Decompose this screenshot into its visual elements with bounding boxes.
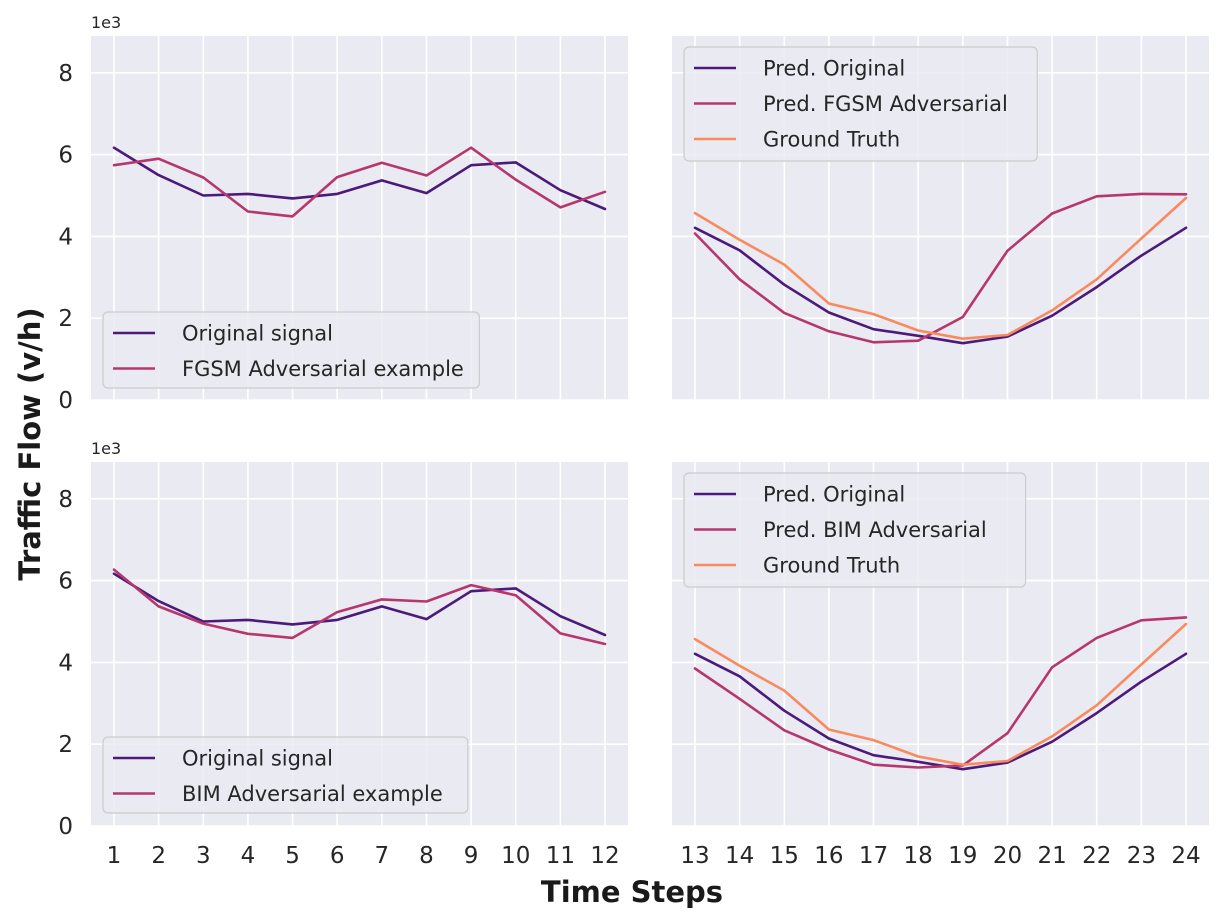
x-tick-label: 9 bbox=[464, 843, 479, 869]
legend-label: Pred. FGSM Adversarial bbox=[763, 92, 1008, 116]
y-tick-label: 2 bbox=[58, 306, 73, 332]
y-tick-label: 6 bbox=[58, 143, 73, 169]
legend-label: Pred. Original bbox=[763, 483, 905, 507]
series-line-adversarial bbox=[693, 192, 1188, 344]
x-tick-label: 16 bbox=[814, 843, 843, 869]
series-line-ground_truth bbox=[693, 622, 1188, 767]
x-tick-label: 19 bbox=[948, 843, 977, 869]
series-line-adversarial bbox=[112, 146, 607, 218]
x-tick-label: 10 bbox=[501, 843, 530, 869]
legend: Original signal FGSM Adversarial example bbox=[102, 311, 480, 389]
legend-label: Ground Truth bbox=[763, 128, 900, 152]
legend-label: Ground Truth bbox=[763, 554, 900, 578]
x-tick-label: 13 bbox=[680, 843, 709, 869]
legend-frame bbox=[102, 736, 469, 814]
y-tick-label: 8 bbox=[58, 61, 73, 87]
legend-frame bbox=[102, 311, 480, 389]
x-tick-label: 24 bbox=[1171, 843, 1200, 869]
y-axis-label: Traffic Flow (v/h) bbox=[13, 307, 47, 580]
legend-label: Original signal bbox=[182, 747, 333, 771]
x-tick-label: 6 bbox=[330, 843, 345, 869]
y-tick-label: 4 bbox=[58, 224, 73, 250]
series-line-original bbox=[112, 572, 607, 637]
legend-frame bbox=[683, 472, 1027, 588]
x-tick-label: 14 bbox=[725, 843, 754, 869]
legend-label: BIM Adversarial example bbox=[182, 782, 443, 806]
legend-label: FGSM Adversarial example bbox=[182, 357, 464, 381]
x-tick-label: 7 bbox=[374, 843, 389, 869]
x-tick-label: 15 bbox=[770, 843, 799, 869]
y-tick-label: 6 bbox=[58, 569, 73, 595]
series-line-original bbox=[693, 226, 1188, 345]
x-tick-label: 12 bbox=[590, 843, 619, 869]
subplot-top-left: 0 2 4 6 8 1e3 Original signal FGSM Adversarial … bbox=[58, 13, 628, 414]
x-tick-label: 8 bbox=[419, 843, 434, 869]
x-tick-label: 17 bbox=[859, 843, 888, 869]
legend-label: Pred. Original bbox=[763, 57, 905, 81]
series-line-ground_truth bbox=[693, 196, 1188, 341]
x-tick-label: 2 bbox=[151, 843, 166, 869]
x-tick-label: 23 bbox=[1127, 843, 1156, 869]
series-line-original bbox=[112, 146, 607, 211]
y-multiplier-label: 1e3 bbox=[91, 13, 121, 32]
y-tick-label: 0 bbox=[58, 388, 73, 414]
legend: Pred. Original Pred. BIM Adversarial Groun… bbox=[683, 472, 1027, 588]
x-tick-label: 4 bbox=[241, 843, 256, 869]
series-line-adversarial bbox=[112, 568, 607, 646]
y-tick-label: 2 bbox=[58, 732, 73, 758]
legend-label: Original signal bbox=[182, 322, 333, 346]
x-tick-label: 18 bbox=[904, 843, 933, 869]
x-tick-label: 1 bbox=[107, 843, 122, 869]
x-tick-label: 5 bbox=[285, 843, 300, 869]
x-tick-label: 20 bbox=[993, 843, 1022, 869]
x-tick-label: 21 bbox=[1037, 843, 1066, 869]
y-multiplier-label: 1e3 bbox=[91, 439, 121, 458]
legend: Original signal BIM Adversarial example bbox=[102, 736, 469, 814]
legend-frame bbox=[683, 46, 1038, 162]
x-tick-label: 3 bbox=[196, 843, 211, 869]
series-line-adversarial bbox=[693, 616, 1188, 769]
x-tick-label: 22 bbox=[1082, 843, 1111, 869]
y-tick-label: 8 bbox=[58, 487, 73, 513]
x-axis-label: Time Steps bbox=[541, 875, 723, 909]
legend-label: Pred. BIM Adversarial bbox=[763, 518, 987, 542]
x-tick-label: 11 bbox=[546, 843, 575, 869]
y-tick-label: 0 bbox=[58, 814, 73, 840]
legend: Pred. Original Pred. FGSM Adversarial Grou… bbox=[683, 46, 1038, 162]
subplot-top-right: Pred. Original Pred. FGSM Adversarial Grou… bbox=[672, 36, 1209, 401]
y-tick-label: 4 bbox=[58, 650, 73, 676]
